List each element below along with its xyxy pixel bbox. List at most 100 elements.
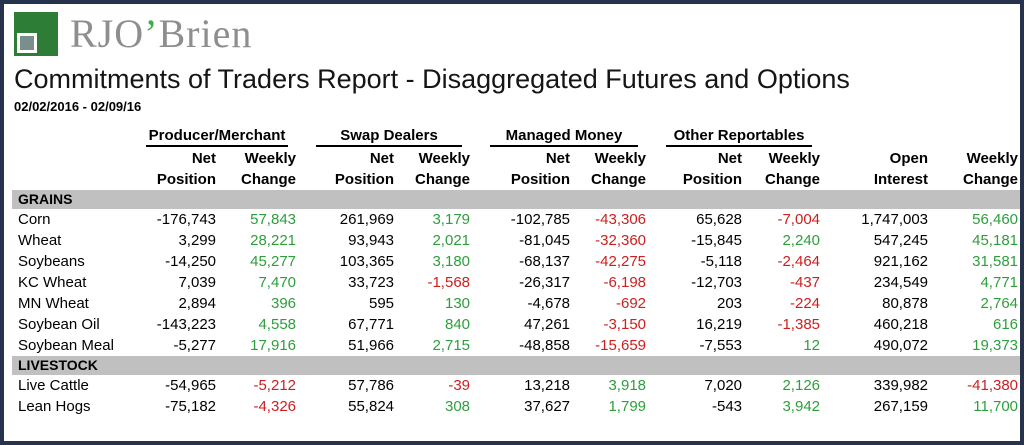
- logo-text-rest: Brien: [158, 11, 253, 56]
- net-position-value: 595: [368, 295, 395, 312]
- weekly-header: Weekly: [418, 150, 471, 167]
- net-position-value: -4,678: [527, 295, 571, 312]
- net-position-value: 67,771: [348, 316, 395, 333]
- weekly-change-value: 840: [444, 316, 471, 333]
- weekly-change-value: -224: [789, 295, 821, 312]
- position-header: Position: [682, 171, 743, 188]
- commodity-name: Soybean Meal: [18, 337, 114, 354]
- weekly-change-value: 56,460: [972, 211, 1019, 228]
- group-header-other-reportables: Other Reportables: [652, 126, 826, 148]
- empty-header-cell: [12, 169, 132, 190]
- section-title: LIVESTOCK: [12, 356, 1020, 375]
- net-position-value: -543: [711, 398, 743, 415]
- net-header: Net: [369, 150, 395, 167]
- report-title: Commitments of Traders Report - Disaggre…: [14, 64, 850, 94]
- net-position-value: -26,317: [519, 274, 571, 291]
- weekly-change-value: -6,198: [603, 274, 647, 291]
- weekly-change-value: 2,764: [980, 295, 1019, 312]
- weekly-change-value: 3,179: [432, 211, 471, 228]
- weekly-change-value: 2,240: [782, 232, 821, 249]
- commodity-row: Live Cattle -54,965 -5,212 57,786 -39 13,218 3…: [12, 375, 1020, 396]
- weekly-change-value: 2,021: [432, 232, 471, 249]
- rjobrien-logo-text: RJO’Brien: [70, 12, 252, 56]
- weekly-change-value: 11,700: [973, 398, 1019, 415]
- net-position-value: -75,182: [165, 398, 216, 415]
- net-position-value: -7,553: [699, 337, 743, 354]
- change-header: Change: [241, 171, 297, 188]
- weekly-change-value: -43,306: [595, 211, 647, 228]
- commodity-row: Soybeans -14,250 45,277 103,365 3,180 -68,137…: [12, 251, 1020, 272]
- subheader-row-bottom: Position Change Position Change Position…: [12, 169, 1020, 190]
- group-header-row: Producer/Merchant Swap Dealers Managed M…: [12, 126, 1020, 148]
- net-position-value: 203: [716, 295, 743, 312]
- weekly-change-value: -32,360: [595, 232, 647, 249]
- net-position-value: -176,743: [156, 211, 216, 228]
- commodity-row: Lean Hogs -75,182 -4,326 55,824 308 37,627 1,7…: [12, 396, 1020, 417]
- weekly-change-value: -1,385: [777, 316, 821, 333]
- logo-gray-square: [20, 36, 34, 50]
- open-interest-value: 339,982: [873, 377, 929, 394]
- weekly-change-value: 2,126: [782, 377, 821, 394]
- commodity-name: MN Wheat: [18, 295, 89, 312]
- cot-table: Producer/Merchant Swap Dealers Managed M…: [12, 126, 1020, 417]
- net-position-value: -15,845: [691, 232, 743, 249]
- weekly-change-value: -15,659: [595, 337, 647, 354]
- commodity-name: Lean Hogs: [18, 398, 91, 415]
- weekly-header: Weekly: [768, 150, 821, 167]
- net-position-value: -48,858: [519, 337, 571, 354]
- weekly-change-value: -2,464: [777, 253, 821, 270]
- commodity-row: MN Wheat 2,894 396 595 130 -4,678 -692 203 -224 8…: [12, 293, 1020, 314]
- net-position-value: -54,965: [165, 377, 216, 394]
- weekly-change-value: -41,380: [967, 377, 1019, 394]
- weekly-change-value: 3,180: [432, 253, 471, 270]
- net-position-value: -143,223: [156, 316, 216, 333]
- commodity-name: Soybeans: [18, 253, 85, 270]
- net-position-value: 7,039: [178, 274, 216, 291]
- net-position-value: 33,723: [348, 274, 395, 291]
- report-table-body: GRAINS Corn -176,743 57,843 261,969 3,179 -102…: [12, 190, 1020, 417]
- open-interest-value: 921,162: [873, 253, 929, 270]
- weekly-change-value: 45,181: [972, 232, 1019, 249]
- net-position-value: 103,365: [339, 253, 395, 270]
- net-position-value: 47,261: [524, 316, 571, 333]
- net-header: Net: [717, 150, 743, 167]
- weekly-change-value: 1,799: [608, 398, 647, 415]
- weekly-change-value: 3,918: [608, 377, 647, 394]
- net-position-value: 57,786: [348, 377, 395, 394]
- open-interest-value: 1,747,003: [861, 211, 929, 228]
- empty-header-cell: [826, 126, 934, 148]
- weekly-change-value: -3,150: [603, 316, 647, 333]
- section-header-row: LIVESTOCK: [12, 356, 1020, 375]
- net-position-value: 65,628: [696, 211, 743, 228]
- section-header-row: GRAINS: [12, 190, 1020, 209]
- net-position-value: 16,219: [696, 316, 743, 333]
- empty-header-cell: [12, 148, 132, 169]
- net-position-value: 2,894: [178, 295, 216, 312]
- commodity-row: KC Wheat 7,039 7,470 33,723 -1,568 -26,317 -6,…: [12, 272, 1020, 293]
- weekly-change-value: 28,221: [250, 232, 297, 249]
- group-header-swap-dealers: Swap Dealers: [302, 126, 476, 148]
- net-position-value: 55,824: [348, 398, 395, 415]
- weekly-change-header: Weekly: [966, 150, 1019, 167]
- commodity-name: Wheat: [18, 232, 62, 249]
- section-title: GRAINS: [12, 190, 1020, 209]
- net-position-value: -12,703: [691, 274, 743, 291]
- net-position-value: 261,969: [339, 211, 395, 228]
- position-header: Position: [510, 171, 571, 188]
- weekly-change-value: 3,942: [782, 398, 821, 415]
- net-position-value: 37,627: [524, 398, 571, 415]
- weekly-change-value: 31,581: [972, 253, 1019, 270]
- commodity-row: Soybean Oil -143,223 4,558 67,771 840 47,261 -…: [12, 314, 1020, 335]
- change-header: Change: [963, 171, 1019, 188]
- empty-header-cell: [934, 126, 1020, 148]
- group-header-producer-merchant: Producer/Merchant: [132, 126, 302, 148]
- weekly-change-value: -437: [789, 274, 821, 291]
- commodity-row: Corn -176,743 57,843 261,969 3,179 -102,785 -4…: [12, 209, 1020, 230]
- open-interest-value: 460,218: [873, 316, 929, 333]
- commodity-row: Wheat 3,299 28,221 93,943 2,021 -81,045 -32,36…: [12, 230, 1020, 251]
- net-position-value: 51,966: [348, 337, 395, 354]
- change-header: Change: [765, 171, 821, 188]
- weekly-change-value: 308: [444, 398, 471, 415]
- net-header: Net: [191, 150, 216, 167]
